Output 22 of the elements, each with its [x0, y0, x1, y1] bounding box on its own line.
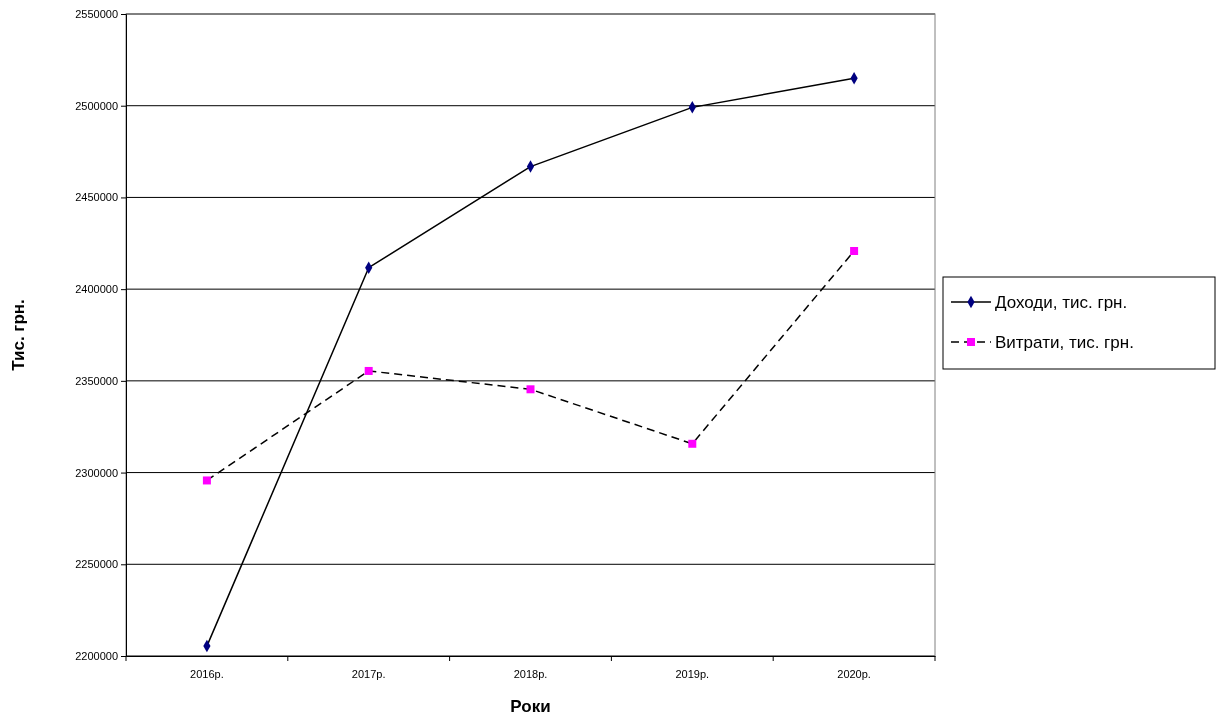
x-axis-title: Роки — [510, 697, 551, 716]
y-tick-label: 2250000 — [75, 558, 118, 571]
x-tick-label: 2020р. — [837, 667, 871, 680]
x-tick-label: 2019р. — [675, 667, 710, 680]
y-tick-label: 2350000 — [75, 374, 118, 387]
point — [526, 385, 535, 394]
y-tick-label: 2400000 — [75, 283, 118, 296]
x-tick-label: 2018р. — [513, 667, 548, 680]
y-tick-label: 2200000 — [75, 650, 118, 663]
y-axis-title: Тис. грн. — [9, 299, 28, 371]
y-tick-label: 2550000 — [75, 8, 118, 21]
legend-label: Доходи, тис. грн. — [995, 293, 1128, 312]
x-tick-label: 2017р. — [351, 667, 386, 680]
legend-label: Витрати, тис. грн. — [995, 333, 1134, 352]
point — [850, 246, 859, 255]
point — [364, 366, 373, 375]
point — [202, 476, 211, 485]
y-tick-label: 2300000 — [75, 466, 118, 479]
point — [688, 439, 697, 448]
y-tick-label: 2450000 — [75, 191, 118, 204]
y-tick-label: 2500000 — [75, 99, 118, 112]
x-tick-label: 2016р. — [190, 667, 224, 680]
